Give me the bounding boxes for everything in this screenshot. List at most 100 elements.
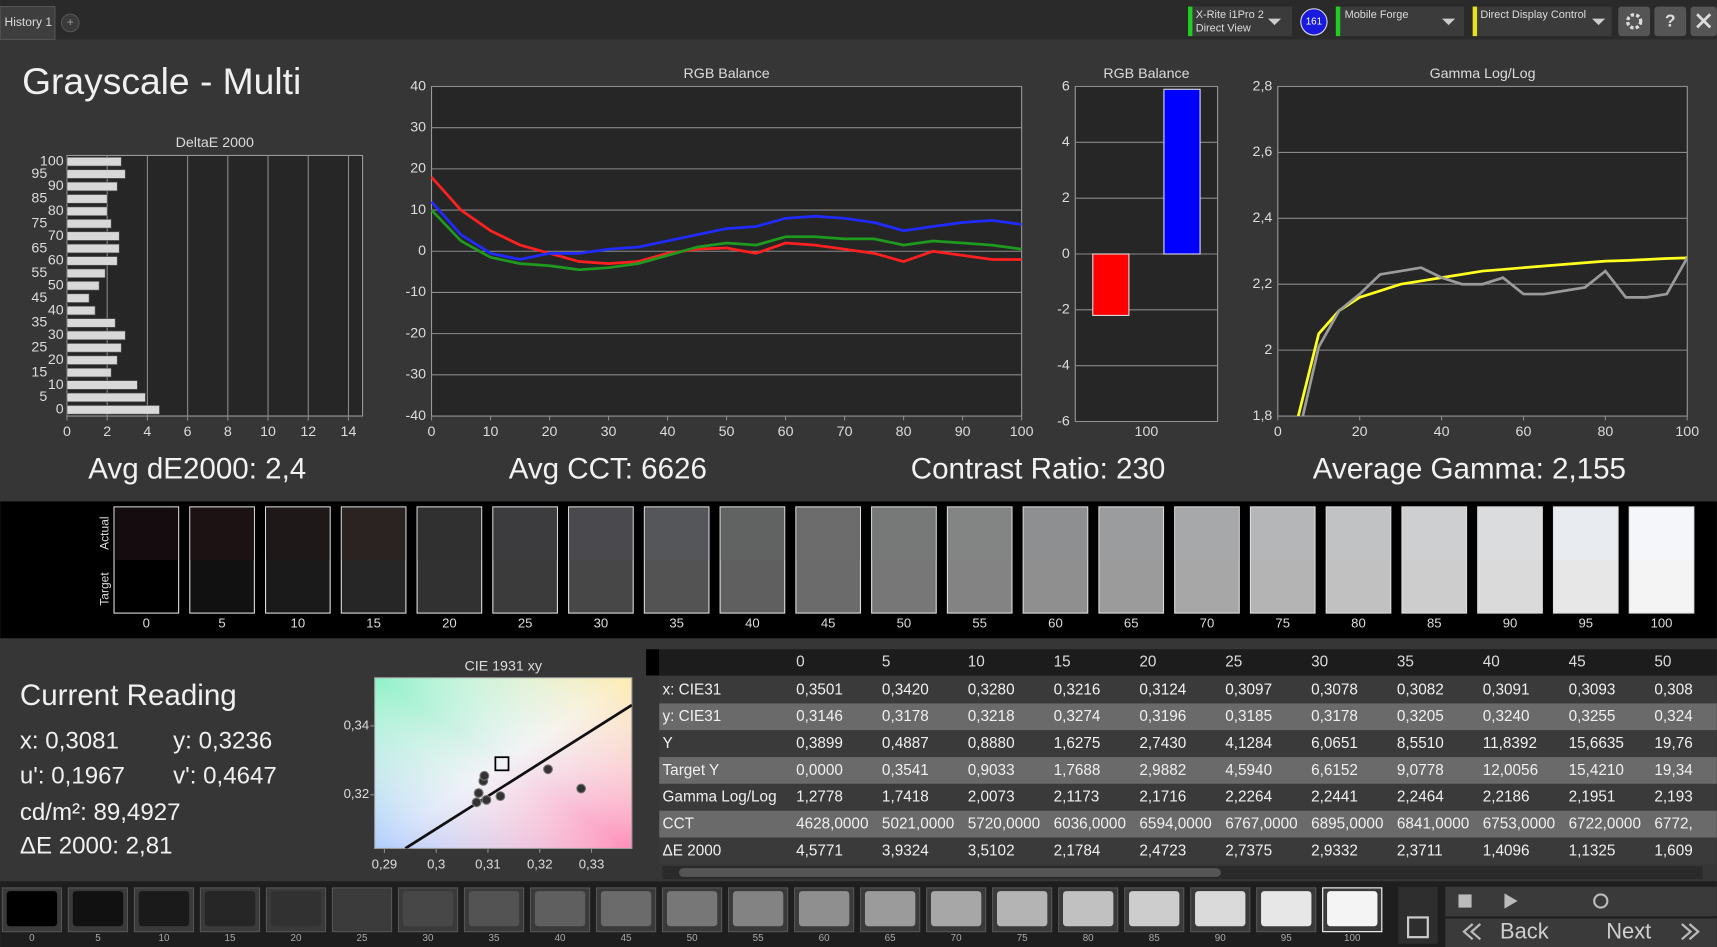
- table-row: [659, 810, 1717, 838]
- close-icon: [1696, 13, 1712, 29]
- transport-controls[interactable]: [1445, 886, 1717, 917]
- actual-swatch: [1175, 507, 1239, 560]
- x-tick-label: 80: [896, 424, 912, 440]
- level-label[interactable]: 20: [291, 933, 302, 944]
- help-label[interactable]: ?: [1665, 11, 1676, 31]
- x-tick-label: 40: [660, 424, 676, 440]
- chart-title: DeltaE 2000: [176, 135, 254, 151]
- generator-name[interactable]: Mobile Forge: [1345, 9, 1409, 21]
- status-stripe: [1188, 6, 1193, 37]
- y-tick-label: 2,2: [1253, 276, 1273, 292]
- level-label[interactable]: 95: [1281, 933, 1292, 944]
- y-tick-label: -6: [1057, 413, 1070, 429]
- x-tick-label: 12: [300, 424, 316, 440]
- level-label[interactable]: 85: [1149, 933, 1160, 944]
- table-cell: 1,609: [1654, 842, 1692, 859]
- row-header: y: CIE31: [663, 708, 722, 725]
- reading-value: ΔE 2000: 2,81: [20, 833, 173, 860]
- table-cell: 8,5510: [1397, 735, 1444, 752]
- table-cell: 1,4096: [1483, 842, 1530, 859]
- level-label[interactable]: 30: [423, 933, 434, 944]
- scrollbar-thumb[interactable]: [678, 868, 1221, 877]
- help-button[interactable]: [1654, 6, 1687, 37]
- meter-badge-label[interactable]: 161: [1306, 17, 1322, 28]
- swatch-label: 30: [594, 616, 609, 631]
- actual-swatch: [720, 507, 785, 560]
- data-line: [430, 200, 1022, 261]
- table-cell: 2,9882: [1139, 762, 1186, 779]
- y-tick-label: 1,8: [1253, 408, 1273, 424]
- play-button[interactable]: [1504, 893, 1518, 909]
- new-tab-button[interactable]: [60, 13, 80, 33]
- meter-mode[interactable]: Direct View: [1196, 22, 1251, 34]
- level-label[interactable]: 25: [357, 933, 368, 944]
- level-label[interactable]: 55: [753, 933, 764, 944]
- level-label[interactable]: 15: [225, 933, 236, 944]
- tab-label[interactable]: History 1: [5, 15, 53, 29]
- swatch-label: 45: [821, 616, 836, 631]
- data-point: [479, 770, 490, 781]
- level-label[interactable]: 65: [885, 933, 896, 944]
- level-label[interactable]: 10: [158, 933, 169, 944]
- y-tick-label: 40: [410, 78, 426, 94]
- table-cell: 0,3082: [1397, 681, 1444, 698]
- tab[interactable]: [0, 6, 56, 40]
- level-color: [1195, 891, 1246, 927]
- loop-button[interactable]: [1593, 893, 1609, 909]
- actual-swatch: [796, 507, 860, 560]
- meter-badge[interactable]: [1300, 8, 1328, 36]
- table-row: [659, 703, 1717, 731]
- table-cell: 0,9033: [968, 762, 1015, 779]
- level-label[interactable]: 80: [1083, 933, 1094, 944]
- back-button[interactable]: Back: [1500, 919, 1549, 944]
- generator-select[interactable]: [1335, 6, 1464, 37]
- x-tick-label: 10: [483, 424, 499, 440]
- level-label[interactable]: 0: [29, 933, 35, 944]
- level-label[interactable]: 70: [951, 933, 962, 944]
- chart-title: RGB Balance: [683, 66, 769, 82]
- level-label[interactable]: 45: [621, 933, 632, 944]
- reading-value: y: 0,3236: [173, 728, 272, 755]
- level-label[interactable]: 100: [1344, 933, 1361, 944]
- new-tab-label[interactable]: +: [67, 15, 74, 29]
- level-label[interactable]: 75: [1017, 933, 1028, 944]
- level-label[interactable]: 35: [489, 933, 500, 944]
- level-label[interactable]: 5: [95, 933, 101, 944]
- y-tick-label: -4: [1057, 357, 1070, 373]
- swatch-label: 25: [518, 616, 533, 631]
- level-label[interactable]: 50: [687, 933, 698, 944]
- table-cell: 0,3097: [1225, 681, 1272, 698]
- display-select[interactable]: [1472, 6, 1612, 37]
- swatch-label: 90: [1503, 616, 1518, 631]
- x-tick-label: 50: [719, 424, 735, 440]
- reading-value: v': 0,4647: [173, 763, 277, 790]
- actual-swatch: [947, 507, 1012, 560]
- table-cell: 12,0056: [1483, 762, 1538, 779]
- dropdown-arrow: [1442, 18, 1456, 26]
- data-line: [430, 176, 1022, 265]
- table-cell: 4,5940: [1225, 762, 1272, 779]
- column-header: 20: [1139, 653, 1156, 670]
- display-name[interactable]: Direct Display Control: [1480, 9, 1586, 21]
- table-header: [659, 649, 1717, 676]
- nav-buttons[interactable]: [1445, 918, 1717, 947]
- settings-button[interactable]: [1618, 6, 1651, 37]
- next-button[interactable]: Next: [1606, 919, 1651, 944]
- x-tick-label: 100: [1675, 424, 1699, 440]
- level-label[interactable]: 60: [819, 933, 830, 944]
- x-tick-label: 0,31: [475, 856, 501, 871]
- data-line: [1301, 257, 1688, 417]
- table-cell: 0,3078: [1311, 681, 1358, 698]
- swatch-label: 10: [291, 616, 306, 631]
- level-label[interactable]: 90: [1215, 933, 1226, 944]
- column-header: 10: [968, 653, 985, 670]
- stop-button[interactable]: [1458, 894, 1472, 908]
- y-tick-label: 35: [31, 315, 47, 331]
- table-row: [659, 837, 1717, 865]
- level-label[interactable]: 40: [555, 933, 566, 944]
- table-cell: 19,34: [1654, 762, 1693, 779]
- stop-panel[interactable]: [1398, 886, 1438, 944]
- row-header: Gamma Log/Log: [663, 789, 777, 806]
- meter-name[interactable]: X-Rite i1Pro 2: [1196, 9, 1264, 21]
- table-cell: 2,2264: [1225, 789, 1272, 806]
